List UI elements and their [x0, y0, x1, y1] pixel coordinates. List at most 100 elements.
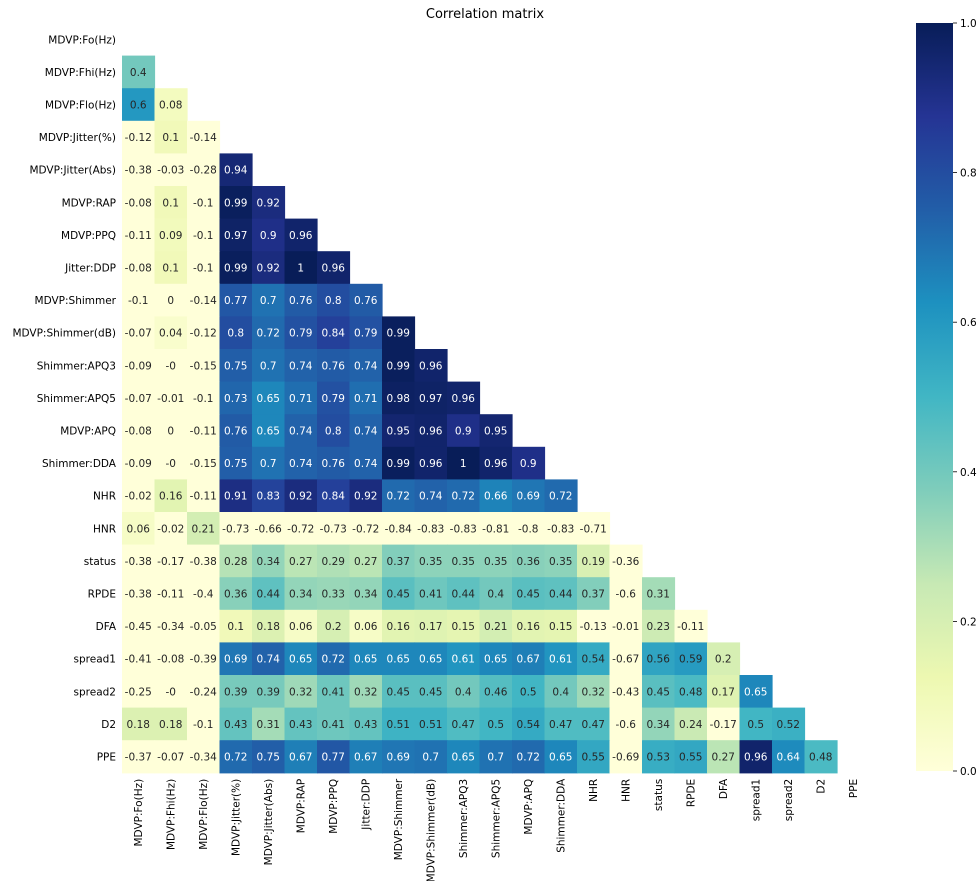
cell-value-label: 0.43 [354, 719, 377, 731]
heatmap-cell-18-7 [349, 609, 383, 643]
heatmap-cell-20-7 [349, 675, 383, 709]
cell-value-label: -0 [166, 458, 176, 470]
y-tick-label: MDVP:Jitter(%) [39, 132, 116, 144]
heatmap-cell-22-4 [252, 740, 286, 774]
heatmap-cell-15-9 [414, 512, 448, 546]
heatmap-cell-17-15 [609, 577, 643, 611]
heatmap-cell-22-20 [772, 740, 806, 774]
cell-value-label: 0.65 [744, 686, 767, 698]
cell-value-label: 0.72 [452, 491, 475, 503]
heatmap-cell-13-5 [284, 446, 318, 480]
cell-value-label: 0.76 [289, 295, 313, 307]
heatmap-cell-20-2 [187, 675, 221, 709]
x-tick-label: MDVP:Jitter(%) [231, 779, 243, 856]
cell-value-label: 0.69 [387, 752, 410, 764]
cell-value-label: 0.96 [452, 393, 476, 405]
cell-value-label: 0.65 [289, 654, 312, 666]
cell-value-label: 0.65 [549, 752, 572, 764]
cell-value-label: 0.71 [354, 393, 377, 405]
cell-value-label: 0.65 [419, 654, 442, 666]
heatmap-cell-6-2 [187, 218, 221, 252]
cell-value-label: 0.79 [322, 393, 345, 405]
cell-value-label: 0 [167, 426, 174, 438]
heatmap-cell-20-8 [382, 675, 416, 709]
cell-value-label: -0.08 [125, 197, 152, 209]
heatmap-cell-19-5 [284, 642, 318, 676]
heatmap-cell-21-0 [122, 707, 156, 741]
cell-value-label: 0.84 [322, 328, 346, 340]
cell-value-label: -0 [166, 686, 176, 698]
cell-value-label: 0.79 [289, 328, 312, 340]
cell-value-label: -0.1 [193, 263, 214, 275]
heatmap-cell-7-6 [317, 251, 351, 285]
cell-value-label: 0.8 [227, 328, 244, 340]
cell-value-label: 0.61 [452, 654, 475, 666]
heatmap-cell-18-15 [609, 609, 643, 643]
cell-value-label: 0.17 [419, 621, 442, 633]
heatmap-cell-22-15 [609, 740, 643, 774]
cell-value-label: 0.15 [549, 621, 572, 633]
cell-value-label: 0.46 [484, 686, 508, 698]
cell-value-label: 0.56 [647, 654, 671, 666]
cell-value-label: 0.48 [809, 752, 832, 764]
y-tick-label: Shimmer:APQ3 [37, 360, 116, 372]
cell-value-label: -0.1 [193, 230, 214, 242]
heatmap-cell-11-7 [349, 381, 383, 415]
cell-value-label: -0.02 [125, 491, 152, 503]
y-tick-label: MDVP:Fo(Hz) [48, 34, 116, 46]
heatmap-cell-15-10 [447, 512, 481, 546]
cell-value-label: -0.1 [193, 719, 214, 731]
heatmap-cell-10-8 [382, 349, 416, 383]
heatmap-cell-21-6 [317, 707, 351, 741]
heatmap-cell-4-0 [122, 153, 156, 187]
cell-value-label: 0.44 [452, 589, 476, 601]
heatmap-cell-22-9 [414, 740, 448, 774]
colorbar: 0.0 0.2 0.4 0.6 0.8 1.0 [916, 18, 977, 778]
cell-value-label: -0.37 [125, 752, 152, 764]
heatmap-cell-8-4 [252, 283, 286, 317]
x-tick-label: Jitter:DDP [361, 779, 373, 831]
heatmap-cell-8-3 [219, 283, 253, 317]
heatmap-cell-22-2 [187, 740, 221, 774]
heatmap-cell-21-8 [382, 707, 416, 741]
heatmap-cell-15-14 [577, 512, 611, 546]
heatmap-cell-18-11 [479, 609, 513, 643]
cell-value-label: 0.04 [159, 328, 183, 340]
heatmap-cell-12-4 [252, 414, 286, 448]
cell-value-label: 0.74 [289, 426, 313, 438]
cell-value-label: 0.74 [289, 458, 313, 470]
cell-value-label: -0.15 [190, 360, 217, 372]
heatmap-cell-21-7 [349, 707, 383, 741]
cell-value-label: 0.35 [452, 556, 475, 568]
y-tick-label: MDVP:RAP [62, 197, 116, 209]
heatmap-cell-12-1 [154, 414, 188, 448]
heatmap-cell-13-0 [122, 446, 156, 480]
heatmap-cell-15-8 [382, 512, 416, 546]
heatmap-cell-3-2 [187, 120, 221, 154]
cell-value-label: 0.44 [257, 589, 281, 601]
cell-value-label: 0.7 [260, 360, 277, 372]
heatmap-cell-14-13 [544, 479, 578, 513]
cell-value-label: 0.99 [387, 458, 410, 470]
heatmap-cell-19-15 [609, 642, 643, 676]
colorbar-tick-label: 0.8 [960, 168, 977, 180]
heatmap-cell-15-12 [512, 512, 546, 546]
heatmap-cell-16-4 [252, 544, 286, 578]
cell-value-label: -0.72 [352, 523, 379, 535]
cell-value-label: -0.43 [612, 686, 639, 698]
heatmap-cell-13-9 [414, 446, 448, 480]
heatmap-cell-8-1 [154, 283, 188, 317]
heatmap-cell-19-0 [122, 642, 156, 676]
cell-value-label: -0.08 [125, 426, 152, 438]
cell-value-label: 0.65 [484, 654, 507, 666]
heatmap-cell-19-11 [479, 642, 513, 676]
heatmap-cell-6-1 [154, 218, 188, 252]
cell-value-label: 0.32 [289, 686, 312, 698]
cell-value-label: -0.03 [157, 165, 184, 177]
y-tick-label: spread2 [74, 686, 116, 698]
cell-value-label: 0.5 [747, 719, 764, 731]
heatmap-cell-6-5 [284, 218, 318, 252]
cell-value-label: -0.08 [125, 263, 152, 275]
cell-value-label: 0.36 [224, 589, 248, 601]
y-tick-label: NHR [93, 491, 116, 503]
